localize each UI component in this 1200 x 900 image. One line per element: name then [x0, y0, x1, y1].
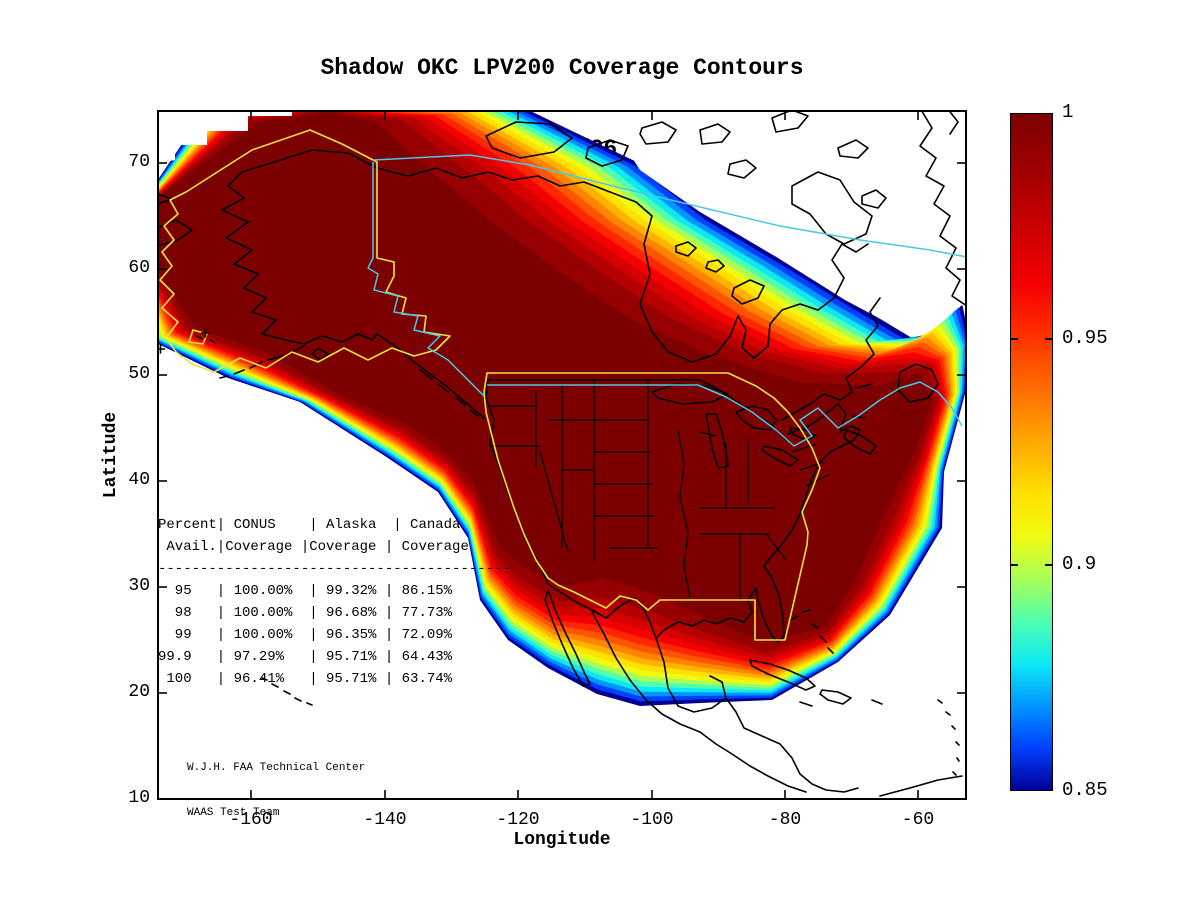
coverage-map-svg: [157, 110, 967, 800]
canada-service-volume-north-line: [372, 154, 967, 258]
colorbar-tick-mark: [1011, 337, 1018, 340]
arctic-islands: [485, 110, 887, 305]
x-tick-label: -160: [229, 810, 273, 830]
hudson-bay-coastline: [639, 215, 869, 363]
station-markers: [157, 328, 210, 354]
hawaii-islands: [195, 335, 313, 706]
alaska-canada-border-line: [367, 162, 485, 397]
x-tick-label: -120: [496, 810, 540, 830]
y-tick-label: 50: [128, 364, 150, 384]
table-row: 98 | 100.00% | 96.68% | 77.73%: [158, 605, 453, 621]
greenland-coastline: [919, 110, 967, 307]
colorbar-tick-label: 0.85: [1062, 779, 1108, 801]
availability-stats-table: Percent| CONUS | Alaska | Canada Avail.|…: [158, 514, 511, 690]
colorbar-tick-label: 0.95: [1062, 326, 1108, 349]
east-canada-coastline: [781, 297, 939, 455]
plot-area: [157, 110, 967, 800]
y-tick-label: 10: [128, 788, 150, 808]
y-tick-label: 40: [128, 470, 150, 490]
conus-coastline: [485, 379, 861, 643]
table-row: Percent| CONUS | Alaska | Canada: [158, 517, 461, 533]
attribution-line-1: W.J.H. FAA Technical Center: [187, 762, 366, 774]
y-axis-title: Latitude: [101, 411, 121, 499]
table-row: 99 | 100.00% | 96.35% | 72.09%: [158, 627, 453, 643]
attribution-line-2: WAAS Test Team: [187, 807, 280, 819]
panhandle-bc-coastline: [376, 333, 485, 419]
conus-service-volume-outline: [483, 372, 821, 641]
x-tick-label: -80: [768, 810, 802, 830]
y-tick-label: 60: [128, 258, 150, 278]
y-tick-label: 30: [128, 576, 150, 596]
alaska-coastline: [221, 149, 378, 345]
caribbean-islands: [749, 609, 960, 776]
colorbar-tick-label: 1: [1062, 101, 1074, 123]
colorbar-tick-label: 0.9: [1062, 553, 1097, 576]
plot-frame: [157, 110, 967, 800]
colorbar-tick-mark: [1011, 564, 1018, 567]
us-state-borders: [488, 380, 831, 600]
x-axis-title: Longitude: [513, 830, 611, 850]
conus-north-border: [487, 379, 787, 441]
arctic-mainland-coastline: [376, 167, 653, 217]
colorbar: [1010, 113, 1053, 791]
axis-tick-marks: [158, 111, 966, 800]
colorbar-tick-mark: [1045, 337, 1052, 340]
attribution-text: W.J.H. FAA Technical Center WAAS Test Te…: [187, 731, 365, 836]
y-tick-label: 20: [128, 682, 150, 702]
table-row: ----------------------------------------…: [158, 561, 511, 577]
table-row: 95 | 100.00% | 99.32% | 86.15%: [158, 583, 453, 599]
table-row: Avail.|Coverage |Coverage | Coverage: [158, 539, 469, 555]
table-row: 99.9 | 97.29% | 95.71% | 64.43%: [158, 649, 453, 665]
arctic-white-mask: [601, 110, 967, 332]
x-tick-label: -60: [901, 810, 935, 830]
great-lakes: [651, 383, 817, 469]
colorbar-tick-mark: [1045, 564, 1052, 567]
y-tick-label: 70: [128, 152, 150, 172]
x-tick-label: -140: [363, 810, 407, 830]
canada-service-volume-south-line: [487, 381, 963, 447]
mexico-central-america-coastline: [544, 589, 963, 797]
northwest-staircase-mask: [157, 110, 292, 163]
table-row: 100 | 96.41% | 95.71% | 63.74%: [158, 671, 453, 687]
contour-core-region: [157, 112, 932, 643]
x-tick-label: -100: [630, 810, 674, 830]
title-line-1: Shadow OKC LPV200 Coverage Contours: [320, 55, 804, 81]
